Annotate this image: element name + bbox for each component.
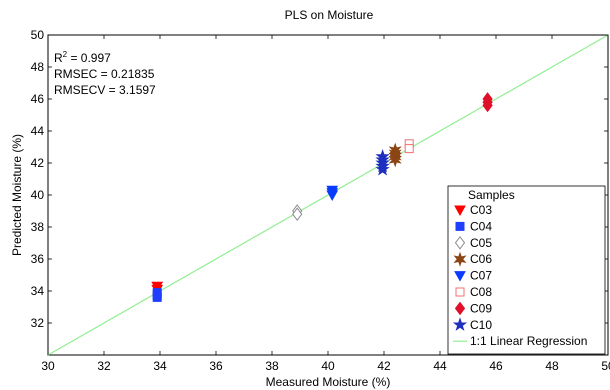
x-tick-label: 44 [433, 359, 447, 373]
data-point-c04 [152, 292, 162, 302]
legend-label-c10: C10 [470, 318, 492, 332]
y-tick-label: 36 [31, 252, 45, 266]
series-c06 [388, 142, 402, 168]
legend-marker-c08 [455, 287, 465, 297]
x-tick-label: 36 [209, 359, 223, 373]
series-c07 [326, 185, 339, 202]
y-axis-label: Predicted Moisture (%) [10, 134, 24, 256]
legend-marker-c03 [454, 205, 466, 217]
series-c04 [152, 288, 162, 302]
legend-label-c04: C04 [470, 219, 492, 233]
x-tick-label: 38 [265, 359, 279, 373]
rmsecv-text: RMSECV = 3.1597 [54, 83, 156, 97]
legend-box [447, 185, 606, 355]
rmsec-text: RMSEC = 0.21835 [54, 67, 155, 81]
y-tick-label: 48 [31, 60, 45, 74]
legend-label-c07: C07 [470, 269, 492, 283]
series-c05 [292, 204, 303, 222]
legend-label-c06: C06 [470, 252, 492, 266]
r-squared-superscript: 2 [63, 50, 68, 59]
chart-title: PLS on Moisture [285, 8, 374, 22]
legend-label-c09: C09 [470, 301, 492, 315]
legend-marker-c05 [454, 235, 466, 250]
y-tick-label: 34 [31, 284, 45, 298]
legend-marker-c04 [455, 221, 465, 231]
series-c09 [482, 92, 493, 113]
x-tick-label: 42 [377, 359, 391, 373]
data-point-c08 [404, 144, 414, 154]
legend-label-c03: C03 [470, 203, 492, 217]
x-tick-label: 30 [41, 359, 55, 373]
legend-marker-c10 [452, 317, 468, 331]
x-tick-label: 34 [153, 359, 167, 373]
data-point-c05 [292, 207, 303, 222]
legend: Samples C03 C04 C05 C06 C07 C08 C09 C10 1:1 Line… [447, 185, 606, 355]
x-tick-label: 32 [97, 359, 111, 373]
y-tick-label: 42 [31, 156, 45, 170]
y-tick-label: 40 [31, 188, 45, 202]
x-tick-label: 48 [545, 359, 559, 373]
x-tick-label: 50 [601, 359, 610, 373]
legend-label-regression: 1:1 Linear Regression [470, 334, 587, 348]
legend-label-c05: C05 [470, 236, 492, 250]
r-squared-text: R2 = 0.997 [54, 50, 111, 65]
legend-marker-c06 [453, 251, 467, 267]
legend-marker-c07 [454, 271, 466, 282]
series-c08 [404, 139, 414, 154]
y-tick-label: 44 [31, 124, 45, 138]
axis-ticks: 30 32 34 36 38 40 42 44 46 48 50 32 34 36 38 40 42 44 46 48… [31, 28, 610, 373]
legend-title: Samples [468, 188, 515, 202]
data-point-c06 [388, 152, 402, 168]
r-squared-label: R [54, 51, 63, 65]
y-tick-label: 38 [31, 220, 45, 234]
regression-line [47, 34, 609, 356]
y-tick-label: 50 [31, 28, 45, 42]
y-tick-label: 32 [31, 316, 45, 330]
series-c10 [375, 149, 390, 176]
data-point-c07 [326, 190, 339, 202]
y-tick-label: 46 [31, 92, 45, 106]
r-squared-value: = 0.997 [67, 51, 111, 65]
legend-marker-c09 [454, 301, 466, 316]
legend-label-c08: C08 [470, 285, 492, 299]
data-markers [151, 92, 493, 302]
x-tick-label: 40 [321, 359, 335, 373]
legend-items: C03 C04 C05 C06 C07 C08 C09 C10 1:1 Linear Regre… [452, 203, 587, 348]
x-tick-label: 46 [489, 359, 503, 373]
stats-annotation: R2 = 0.997 RMSEC = 0.21835 RMSECV = 3.15… [54, 50, 156, 97]
x-axis-label: Measured Moisture (%) [266, 375, 391, 389]
data-point-c10 [375, 161, 390, 176]
data-point-c09 [482, 98, 493, 113]
